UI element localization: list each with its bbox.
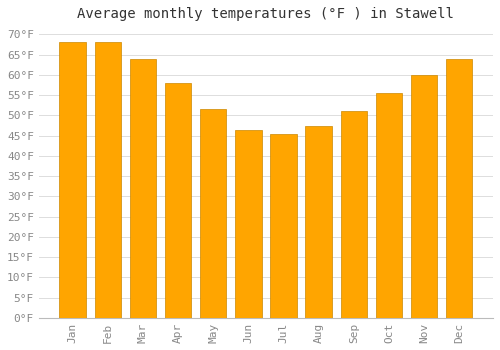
Bar (376, 93, 402, 318)
Bar (411, 75, 438, 318)
Bar (235, 130, 262, 318)
Bar (165, 83, 191, 318)
Bar (446, 59, 472, 318)
Bar (200, 109, 226, 318)
Bar (340, 111, 367, 318)
Bar (130, 59, 156, 318)
Bar (306, 126, 332, 318)
Bar (94, 42, 121, 318)
Bar (60, 42, 86, 318)
Title: Average monthly temperatures (°F ) in Stawell: Average monthly temperatures (°F ) in St… (78, 7, 454, 21)
Bar (270, 134, 296, 318)
